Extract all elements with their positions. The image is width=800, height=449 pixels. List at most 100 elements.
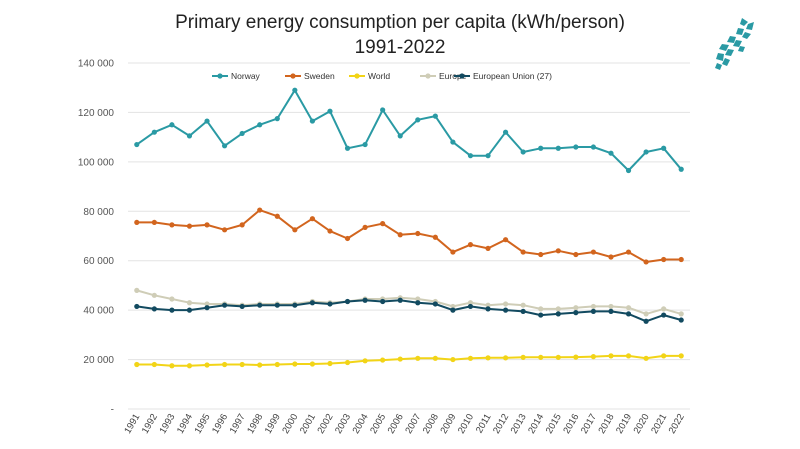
data-point (257, 122, 263, 128)
y-tick-label: 20 000 (83, 355, 114, 366)
data-point (274, 116, 280, 122)
data-point (485, 302, 491, 308)
legend-marker (459, 73, 465, 79)
data-point (538, 145, 544, 151)
data-point (309, 118, 316, 124)
data-point (151, 361, 157, 368)
data-point (450, 139, 456, 145)
series-line (136, 354, 682, 367)
data-point (608, 308, 614, 314)
data-point (204, 305, 210, 311)
data-point (538, 251, 544, 258)
gridlines (128, 62, 690, 410)
data-point (134, 287, 140, 293)
data-point (555, 311, 561, 317)
data-point (292, 227, 298, 233)
data-point (555, 248, 561, 254)
legend-item: World (349, 71, 390, 81)
data-point (467, 153, 474, 159)
legend-label: World (368, 71, 390, 81)
data-point (502, 307, 509, 313)
data-point (590, 144, 597, 150)
data-point (239, 130, 245, 137)
data-point (661, 256, 667, 263)
x-tick-label: 2011 (474, 412, 494, 435)
data-point (134, 361, 140, 368)
data-point (204, 362, 210, 368)
legend-item: Sweden (285, 71, 335, 81)
data-point (327, 360, 333, 367)
data-point (344, 145, 351, 151)
x-tick-label: 2018 (596, 412, 616, 436)
data-point (573, 310, 579, 316)
x-tick-label: 1995 (193, 412, 213, 436)
data-point (608, 303, 614, 310)
x-tick-label: 2019 (614, 412, 634, 436)
data-point (432, 355, 438, 361)
data-point (380, 357, 386, 363)
x-tick-label: 2015 (544, 412, 564, 436)
x-tick-label: 1997 (228, 412, 248, 436)
legend-marker (217, 73, 223, 79)
data-point (678, 311, 684, 317)
series-line (136, 89, 682, 172)
x-tick-label: 1994 (175, 412, 195, 436)
data-point (362, 358, 368, 364)
data-point (274, 213, 280, 219)
data-point (643, 311, 649, 317)
x-axis: 1991199219931994199519961997199819992000… (122, 412, 687, 436)
data-point (257, 362, 263, 368)
series-norway (134, 87, 684, 174)
data-point (221, 361, 228, 368)
legend-item: European Union (27) (454, 71, 552, 81)
data-point (590, 303, 597, 310)
x-tick-label: 2004 (351, 412, 371, 436)
data-point (485, 355, 491, 361)
data-point (573, 144, 579, 150)
data-point (502, 129, 509, 135)
y-tick-label: 40 000 (83, 306, 114, 317)
data-point (590, 308, 597, 314)
x-tick-label: 1992 (140, 412, 160, 436)
data-point (151, 292, 157, 298)
legend-label: Europe (439, 71, 467, 81)
data-point (643, 259, 649, 265)
y-tick-label: 60 000 (83, 256, 114, 267)
data-point (625, 167, 632, 174)
data-point (186, 223, 193, 229)
data-point (362, 141, 368, 148)
data-point (380, 298, 386, 305)
data-point (397, 297, 403, 303)
data-point (643, 149, 649, 155)
data-point (590, 249, 597, 255)
data-point (661, 353, 667, 359)
data-point (502, 301, 509, 307)
x-tick-label: 2008 (421, 412, 441, 436)
data-point (608, 254, 614, 260)
data-point (573, 251, 579, 258)
data-point (590, 354, 597, 360)
data-point (467, 355, 474, 361)
data-point (555, 354, 561, 360)
data-point (397, 133, 403, 139)
data-point (327, 228, 333, 234)
data-point (625, 305, 632, 311)
data-point (450, 303, 456, 310)
data-point (151, 219, 157, 226)
data-point (520, 149, 526, 155)
x-tick-label: 1993 (157, 412, 177, 436)
x-tick-label: 2020 (632, 412, 652, 436)
data-point (309, 300, 316, 306)
data-point (327, 108, 333, 114)
data-point (538, 312, 544, 318)
x-tick-label: 2014 (526, 412, 546, 436)
data-point (520, 308, 526, 314)
x-tick-label: 1996 (210, 412, 230, 436)
data-point (204, 301, 210, 307)
legend-marker (290, 73, 296, 79)
x-tick-label: 2013 (509, 412, 529, 436)
data-point (239, 303, 245, 310)
data-point (467, 303, 474, 310)
x-tick-label: 2017 (579, 412, 599, 436)
